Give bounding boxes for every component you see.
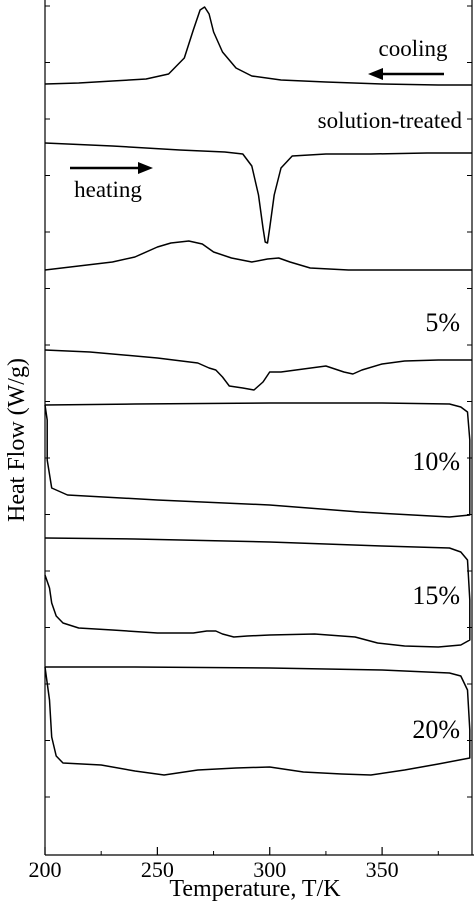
x-tick-label-200: 200 — [29, 857, 62, 882]
x-tick-label-350: 350 — [366, 857, 399, 882]
series-line-3 — [44, 349, 472, 391]
series-group — [44, 6, 472, 776]
series-line-2 — [44, 240, 472, 271]
series-label-15pct: 15% — [412, 581, 460, 610]
series-label-10pct: 10% — [412, 447, 460, 476]
series-line-4 — [44, 402, 471, 518]
cooling-arrow — [368, 68, 444, 80]
series-line-0 — [44, 6, 472, 86]
heating-label: heating — [74, 177, 142, 202]
series-label-20pct: 20% — [412, 715, 460, 744]
x-tick-label-250: 250 — [141, 857, 174, 882]
plot-frame — [44, 0, 474, 856]
series-line-6 — [44, 666, 471, 776]
x-tick-label-300: 300 — [253, 857, 286, 882]
series-line-1 — [44, 142, 472, 244]
x-ticks: 200 250 300 350 — [29, 847, 439, 882]
series-label-5pct: 5% — [425, 308, 460, 337]
y-axis-label: Heat Flow (W/g) — [4, 358, 30, 522]
series-line-5 — [44, 537, 471, 648]
x-axis-label: Temperature, T/K — [169, 876, 341, 901]
cooling-label: cooling — [379, 36, 448, 61]
heating-arrow — [70, 162, 153, 174]
series-label-solution-treated: solution-treated — [318, 108, 463, 133]
